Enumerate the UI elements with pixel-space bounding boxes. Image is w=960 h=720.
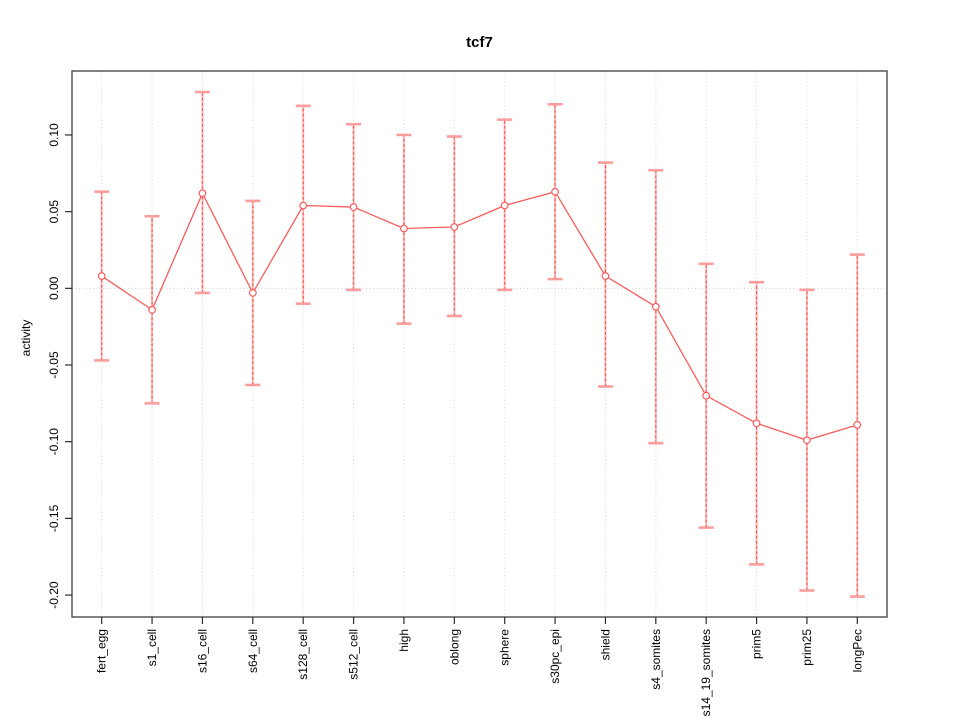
data-point-marker bbox=[803, 436, 811, 445]
y-tick-label: -0.10 bbox=[47, 428, 61, 456]
x-tick-label: s16_cell bbox=[195, 629, 209, 673]
data-point-marker bbox=[299, 201, 308, 210]
x-tick-label: s30pc_epi bbox=[548, 629, 562, 684]
y-axis-title: activity bbox=[19, 319, 33, 357]
data-point-marker bbox=[853, 420, 862, 429]
data-point-marker bbox=[349, 203, 358, 211]
x-tick-label: high bbox=[397, 629, 411, 652]
y-tick-label: -0.20 bbox=[47, 581, 61, 609]
data-point-marker bbox=[500, 201, 509, 210]
x-tick-label: s512_cell bbox=[347, 629, 361, 680]
chart-title: tcf7 bbox=[466, 34, 493, 51]
y-tick-label: -0.05 bbox=[47, 351, 61, 379]
data-point-marker bbox=[400, 224, 408, 233]
x-tick-label: shield bbox=[598, 629, 612, 660]
x-tick-label: s14_19_somites bbox=[699, 629, 713, 716]
x-tick-label: s4_somites bbox=[649, 629, 663, 690]
x-tick-label: longPec bbox=[850, 629, 864, 672]
plot-box bbox=[71, 70, 888, 618]
y-tick-label: 0.00 bbox=[47, 276, 61, 300]
x-tick-label: s1_cell bbox=[145, 629, 159, 666]
x-tick-label: prim5 bbox=[750, 629, 764, 659]
x-tick-label: oblong bbox=[447, 629, 461, 665]
data-point-marker bbox=[551, 187, 559, 196]
data-point-marker bbox=[752, 419, 761, 428]
data-point-marker bbox=[198, 189, 207, 198]
x-tick-label: prim25 bbox=[800, 629, 814, 666]
y-tick-label: 0.10 bbox=[47, 123, 61, 147]
series-line bbox=[101, 190, 858, 441]
x-tick-label: sphere bbox=[498, 629, 512, 666]
data-point-marker bbox=[702, 391, 711, 400]
x-tick-label: s64_cell bbox=[246, 629, 260, 673]
data-point-marker bbox=[97, 272, 106, 280]
x-tick-label: fert_egg bbox=[95, 629, 109, 673]
y-tick-label: 0.05 bbox=[47, 200, 61, 224]
data-point-marker bbox=[651, 302, 660, 311]
x-tick-label: s128_cell bbox=[296, 629, 310, 680]
data-point-marker bbox=[450, 223, 459, 231]
data-point-marker bbox=[248, 289, 257, 297]
y-tick-label: -0.15 bbox=[47, 504, 61, 532]
data-point-marker bbox=[601, 272, 610, 280]
data-point-marker bbox=[148, 305, 156, 314]
